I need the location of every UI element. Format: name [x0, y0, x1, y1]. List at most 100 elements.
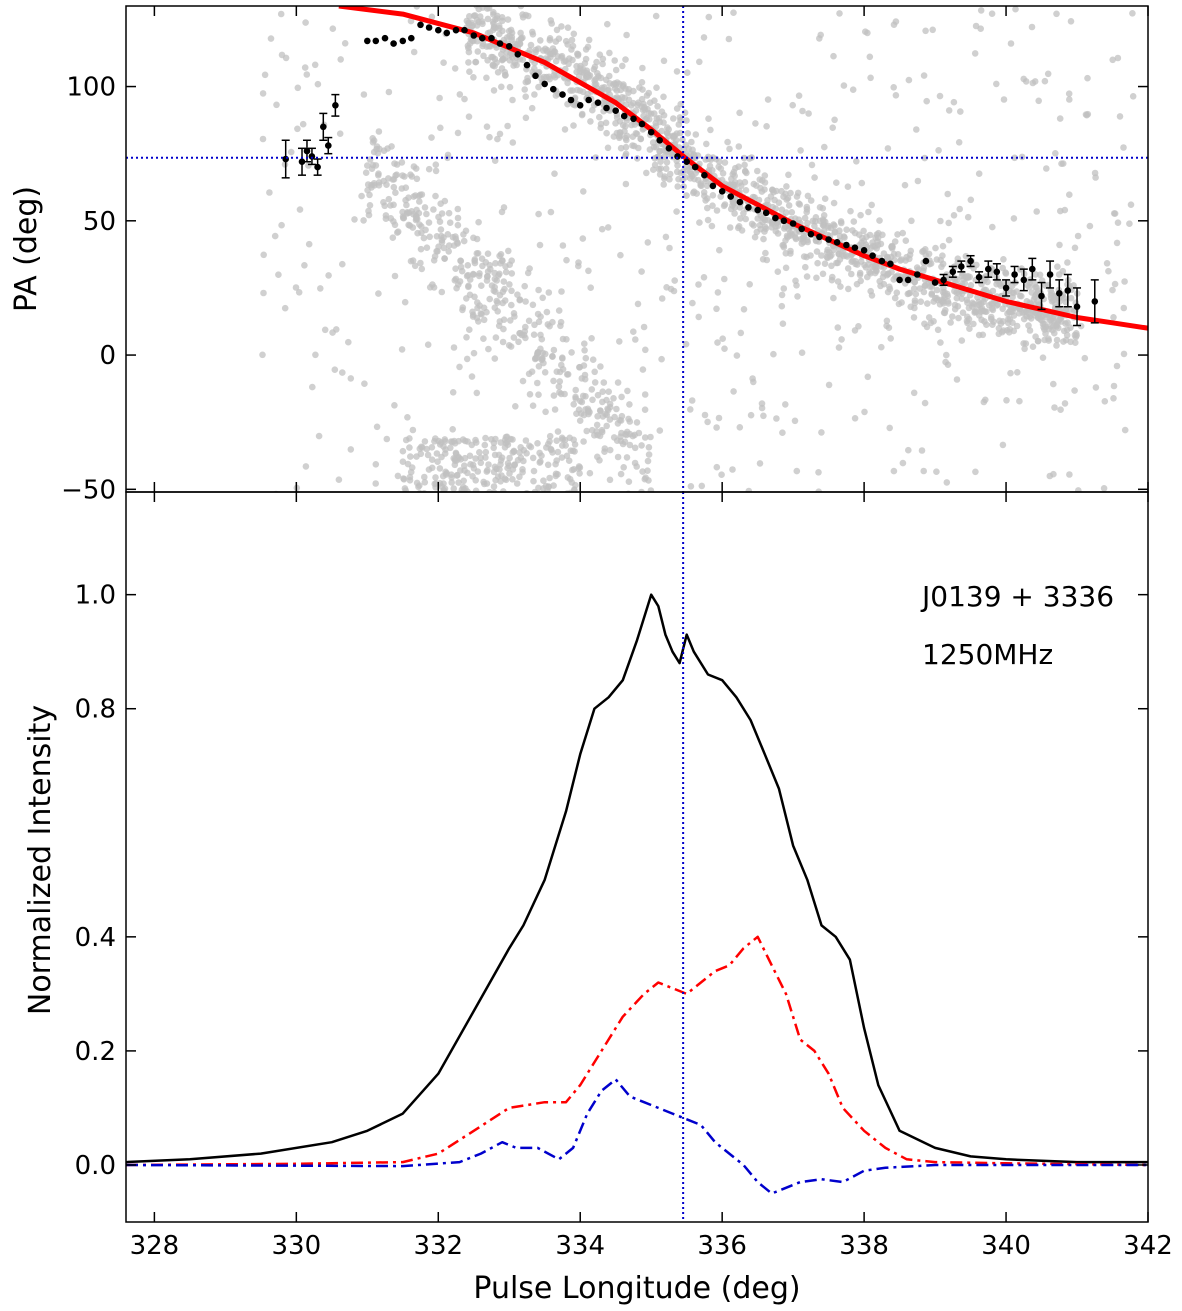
background-point — [483, 74, 490, 82]
background-point — [753, 228, 761, 236]
background-point — [658, 355, 665, 363]
background-point — [494, 308, 502, 315]
background-point — [704, 204, 711, 212]
background-point — [530, 467, 538, 475]
background-point — [260, 251, 268, 259]
background-point — [1029, 343, 1037, 351]
background-point — [997, 320, 1005, 327]
background-point — [937, 217, 944, 225]
background-point — [497, 457, 505, 464]
background-point — [789, 101, 796, 109]
background-point — [540, 477, 547, 485]
background-point — [838, 251, 846, 258]
background-point — [294, 84, 302, 92]
background-point — [783, 183, 790, 190]
background-point — [788, 209, 796, 216]
background-point — [655, 153, 662, 160]
background-point — [480, 335, 487, 343]
background-point — [494, 473, 502, 480]
background-point — [576, 87, 584, 94]
y-tick-label: −50 — [61, 475, 116, 505]
background-point — [612, 66, 620, 74]
background-point — [1022, 78, 1030, 85]
background-point — [634, 300, 642, 308]
background-point — [580, 438, 587, 445]
background-point — [707, 126, 714, 134]
background-point — [583, 427, 590, 435]
background-point — [836, 256, 844, 263]
background-point — [259, 135, 267, 143]
background-point — [481, 441, 489, 449]
background-point — [478, 255, 486, 262]
background-point — [375, 290, 382, 297]
background-point — [537, 37, 544, 44]
background-point — [785, 202, 793, 209]
background-point — [454, 205, 462, 213]
background-point — [632, 336, 639, 343]
background-point — [454, 240, 461, 247]
background-point — [676, 129, 684, 137]
background-point — [864, 373, 872, 381]
background-point — [460, 483, 467, 491]
pa-point — [372, 37, 380, 45]
background-point — [1061, 206, 1069, 214]
background-point — [957, 108, 964, 115]
background-point — [721, 159, 729, 166]
background-point — [857, 211, 864, 219]
background-point — [895, 300, 903, 308]
background-point — [398, 346, 406, 353]
background-point — [830, 246, 837, 254]
background-point — [769, 203, 776, 211]
background-point — [555, 383, 563, 390]
background-point — [696, 58, 703, 66]
background-point — [453, 472, 461, 479]
background-point — [417, 245, 425, 253]
pa-point — [967, 257, 974, 265]
background-point — [519, 11, 526, 18]
background-point — [416, 198, 423, 205]
background-point — [912, 290, 920, 298]
background-point — [763, 256, 771, 264]
background-point — [610, 81, 617, 88]
background-point — [599, 60, 606, 68]
background-point — [537, 331, 544, 339]
background-point — [492, 260, 499, 267]
background-point — [567, 489, 574, 492]
background-point — [518, 35, 525, 42]
background-point — [1026, 327, 1034, 334]
background-point — [483, 468, 491, 475]
background-point — [436, 218, 444, 225]
background-point — [423, 210, 430, 218]
background-point — [529, 31, 537, 38]
background-point — [261, 71, 269, 79]
background-point — [780, 242, 787, 249]
background-point — [490, 483, 498, 490]
background-point — [1061, 400, 1069, 407]
background-point — [589, 396, 596, 404]
pa-point — [816, 233, 823, 241]
background-point — [633, 463, 640, 470]
background-point — [486, 29, 494, 36]
background-point — [958, 337, 966, 344]
pa-point — [843, 241, 850, 249]
background-point — [544, 492, 551, 499]
background-point — [1103, 260, 1111, 267]
background-point — [491, 157, 499, 164]
background-point — [375, 170, 382, 177]
background-point — [830, 294, 837, 302]
background-point — [555, 35, 563, 42]
background-point — [434, 248, 441, 255]
background-point — [945, 236, 953, 244]
background-point — [597, 407, 604, 415]
background-point — [364, 181, 372, 188]
pa-reference-lines — [126, 6, 1148, 492]
background-point — [509, 139, 517, 146]
pa-point — [1056, 290, 1063, 297]
background-point — [921, 399, 929, 407]
background-point — [877, 282, 884, 290]
background-point — [424, 341, 432, 349]
background-point — [436, 465, 444, 472]
background-point — [465, 283, 472, 291]
background-point — [817, 31, 824, 39]
